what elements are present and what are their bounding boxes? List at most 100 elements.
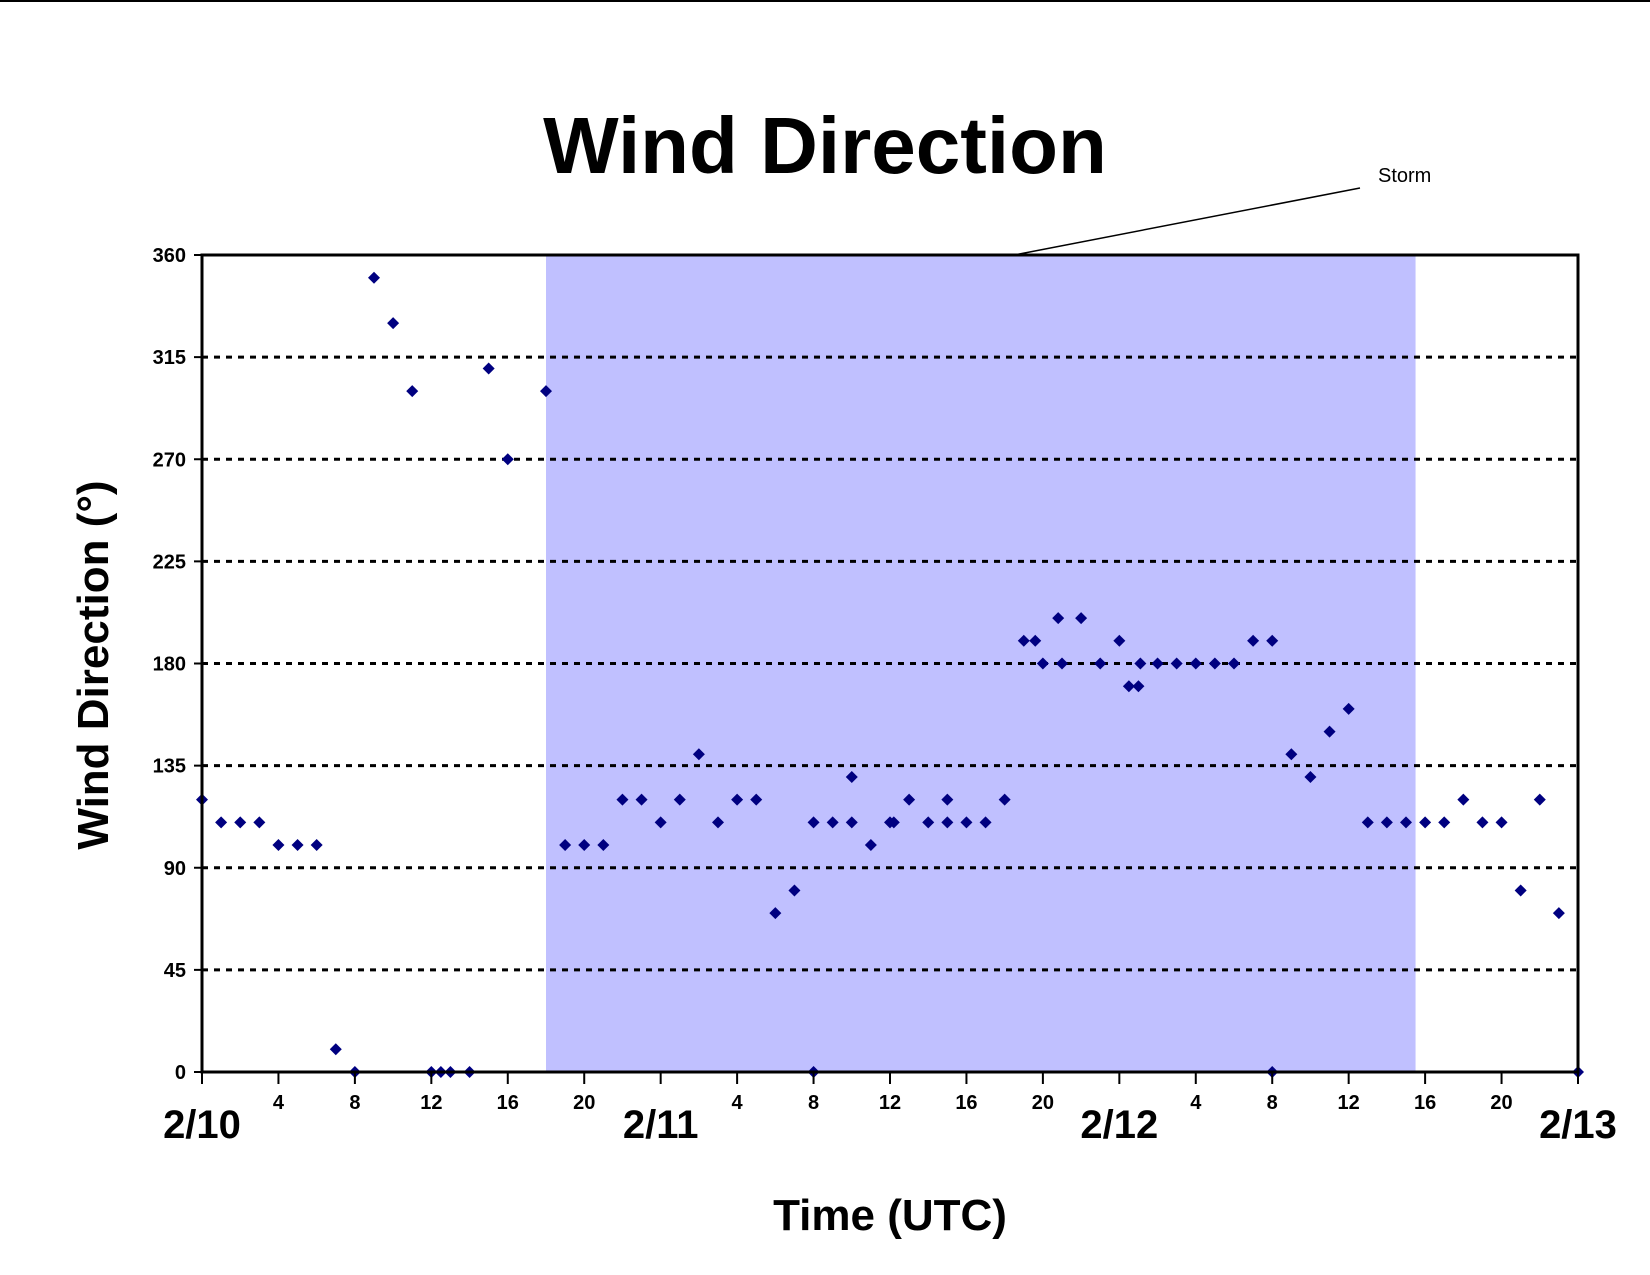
data-point [482, 362, 495, 375]
x-axis-label: Time (UTC) [773, 1191, 1007, 1240]
data-point [215, 816, 228, 829]
x-tick-label: 4 [273, 1092, 285, 1114]
storm-annotation-label: Storm [1378, 165, 1431, 187]
data-point [1228, 657, 1240, 670]
data-point [1285, 748, 1298, 761]
data-point [941, 793, 954, 806]
x-tick-label: 4 [732, 1092, 744, 1114]
x-tick-label: 12 [420, 1092, 442, 1114]
y-tick-label: 360 [153, 245, 186, 267]
x-tick-label: 12 [879, 1092, 901, 1114]
data-point [559, 839, 572, 852]
data-point [1052, 612, 1065, 625]
data-point [1514, 884, 1527, 897]
data-point [864, 839, 877, 852]
gridlines [202, 355, 1578, 972]
data-point [1094, 657, 1107, 670]
data-point [234, 816, 247, 829]
data-point [941, 816, 954, 829]
x-tick-label: 12 [1338, 1092, 1360, 1114]
data-point [1419, 816, 1432, 829]
x-tick-label: 8 [1267, 1092, 1278, 1114]
data-point [1113, 634, 1126, 647]
y-tick-label: 180 [153, 654, 186, 676]
y-tick-label: 135 [153, 756, 186, 778]
data-point [1029, 634, 1042, 647]
x-day-label: 2/12 [1080, 1103, 1158, 1147]
data-point [1552, 907, 1565, 920]
data-point [272, 839, 285, 852]
data-point [845, 770, 858, 783]
data-point [1476, 816, 1489, 829]
x-tick-label: 20 [1032, 1092, 1054, 1114]
data-point [616, 793, 629, 806]
data-point [1170, 657, 1183, 670]
data-point [979, 816, 992, 829]
y-tick-label: 315 [153, 347, 186, 369]
data-point [1056, 657, 1068, 670]
data-point [1151, 657, 1164, 670]
data-point [1438, 816, 1451, 829]
x-tick-label: 20 [1490, 1092, 1512, 1114]
data-point [387, 317, 400, 330]
data-point [1247, 634, 1260, 647]
data-points [196, 271, 1584, 1078]
data-point [731, 793, 744, 806]
data-point [712, 816, 724, 829]
data-point [253, 816, 266, 829]
data-point [922, 816, 935, 829]
data-point [1122, 680, 1135, 693]
data-point [597, 839, 610, 852]
storm-annotation-leader [1014, 187, 1361, 256]
y-tick-label: 0 [175, 1062, 186, 1084]
data-point [1189, 657, 1202, 670]
data-point [769, 907, 782, 920]
data-point [635, 793, 648, 806]
data-point [1380, 816, 1393, 829]
x-tick-label: 16 [1414, 1092, 1436, 1114]
data-point [1017, 634, 1030, 647]
data-point [960, 816, 973, 829]
x-tick-label: 8 [808, 1092, 819, 1114]
data-point [788, 884, 801, 897]
data-point [1400, 816, 1412, 829]
chart-title: Wind Direction [543, 101, 1107, 190]
y-axis-label: Wind Direction (°) [69, 480, 118, 849]
data-point [903, 793, 916, 806]
y-tick-label: 45 [164, 960, 186, 982]
data-point [1457, 793, 1470, 806]
y-tick-label: 225 [153, 551, 186, 573]
data-point [1533, 793, 1546, 806]
data-point [291, 839, 304, 852]
x-tick-label: 4 [1190, 1092, 1202, 1114]
data-point [501, 453, 514, 466]
x-tick-label: 8 [349, 1092, 360, 1114]
x-tick-label: 20 [573, 1092, 595, 1114]
x-day-label: 2/11 [623, 1103, 699, 1147]
data-point [654, 816, 667, 829]
data-point [807, 816, 820, 829]
data-point [406, 385, 419, 398]
data-point [1132, 680, 1145, 693]
data-point [1134, 657, 1147, 670]
data-point [826, 816, 839, 829]
data-point [1361, 816, 1374, 829]
x-day-label: 2/10 [163, 1103, 241, 1147]
data-point [1323, 725, 1336, 738]
data-point [1036, 657, 1049, 670]
data-point [750, 793, 763, 806]
data-point [692, 748, 705, 761]
data-point [1266, 634, 1279, 647]
y-tick-label: 90 [164, 858, 186, 880]
y-axis: 0 45 90 135 180 225 270 315 360 [153, 245, 202, 1084]
data-point [1075, 612, 1088, 625]
data-point [845, 816, 858, 829]
x-day-label: 2/13 [1539, 1103, 1617, 1147]
data-point [1304, 770, 1317, 783]
data-point [329, 1043, 342, 1056]
data-point [1342, 702, 1355, 715]
data-point [887, 816, 900, 829]
data-point [1495, 816, 1508, 829]
data-point [368, 271, 380, 284]
